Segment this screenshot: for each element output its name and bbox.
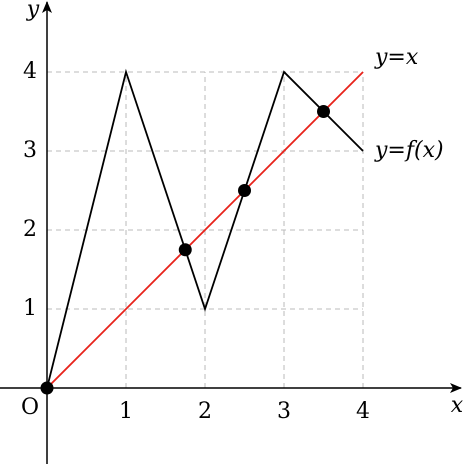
y-tick-label: 1: [23, 296, 37, 321]
series-line: [46, 68, 364, 389]
intersection-point: [178, 243, 192, 257]
series-label: y=x: [374, 45, 419, 70]
y-axis-label: y: [26, 0, 40, 22]
x-tick-label: 2: [198, 399, 212, 424]
x-tick-label: 3: [277, 399, 291, 424]
grid: [47, 71, 364, 388]
x-axis-label: x: [451, 393, 464, 418]
intersection-point: [317, 104, 331, 118]
y-tick-label: 4: [23, 59, 37, 84]
x-tick-label: 1: [119, 399, 133, 424]
x-tick-label: 4: [356, 399, 370, 424]
intersection-point: [238, 183, 252, 197]
series-line: [46, 71, 364, 389]
intersection-point: [40, 381, 54, 395]
y-tick-label: 3: [23, 138, 37, 163]
series-label: y=f(x): [374, 138, 444, 163]
y-tick-label: 2: [23, 217, 37, 242]
origin-label: O: [21, 395, 39, 420]
